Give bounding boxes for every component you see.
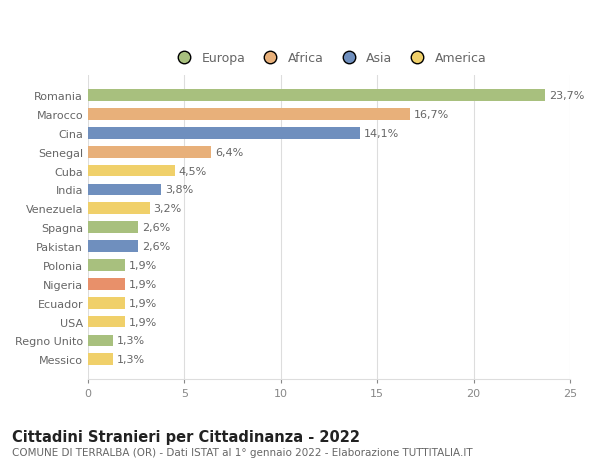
Bar xyxy=(88,128,360,140)
Text: 1,3%: 1,3% xyxy=(117,354,145,364)
Bar xyxy=(88,316,125,328)
Text: 4,5%: 4,5% xyxy=(179,166,207,176)
Text: 16,7%: 16,7% xyxy=(414,110,449,120)
Bar xyxy=(88,241,138,252)
Bar xyxy=(88,222,138,234)
Bar xyxy=(88,297,125,309)
Text: 3,8%: 3,8% xyxy=(165,185,193,195)
Text: 1,9%: 1,9% xyxy=(128,279,157,289)
Text: 1,9%: 1,9% xyxy=(128,260,157,270)
Bar xyxy=(88,335,113,347)
Text: 1,3%: 1,3% xyxy=(117,336,145,346)
Text: COMUNE DI TERRALBA (OR) - Dati ISTAT al 1° gennaio 2022 - Elaborazione TUTTITALI: COMUNE DI TERRALBA (OR) - Dati ISTAT al … xyxy=(12,448,473,458)
Bar xyxy=(88,354,113,365)
Text: 2,6%: 2,6% xyxy=(142,241,170,252)
Bar xyxy=(88,203,149,215)
Legend: Europa, Africa, Asia, America: Europa, Africa, Asia, America xyxy=(172,52,487,65)
Text: 1,9%: 1,9% xyxy=(128,317,157,327)
Bar xyxy=(88,90,545,101)
Bar xyxy=(88,146,211,158)
Text: Cittadini Stranieri per Cittadinanza - 2022: Cittadini Stranieri per Cittadinanza - 2… xyxy=(12,429,360,444)
Text: 1,9%: 1,9% xyxy=(128,298,157,308)
Text: 2,6%: 2,6% xyxy=(142,223,170,233)
Text: 23,7%: 23,7% xyxy=(549,91,584,101)
Bar xyxy=(88,184,161,196)
Text: 3,2%: 3,2% xyxy=(154,204,182,214)
Text: 6,4%: 6,4% xyxy=(215,147,244,157)
Bar xyxy=(88,278,125,290)
Bar xyxy=(88,259,125,271)
Text: 14,1%: 14,1% xyxy=(364,129,399,139)
Bar xyxy=(88,165,175,177)
Bar xyxy=(88,109,410,121)
